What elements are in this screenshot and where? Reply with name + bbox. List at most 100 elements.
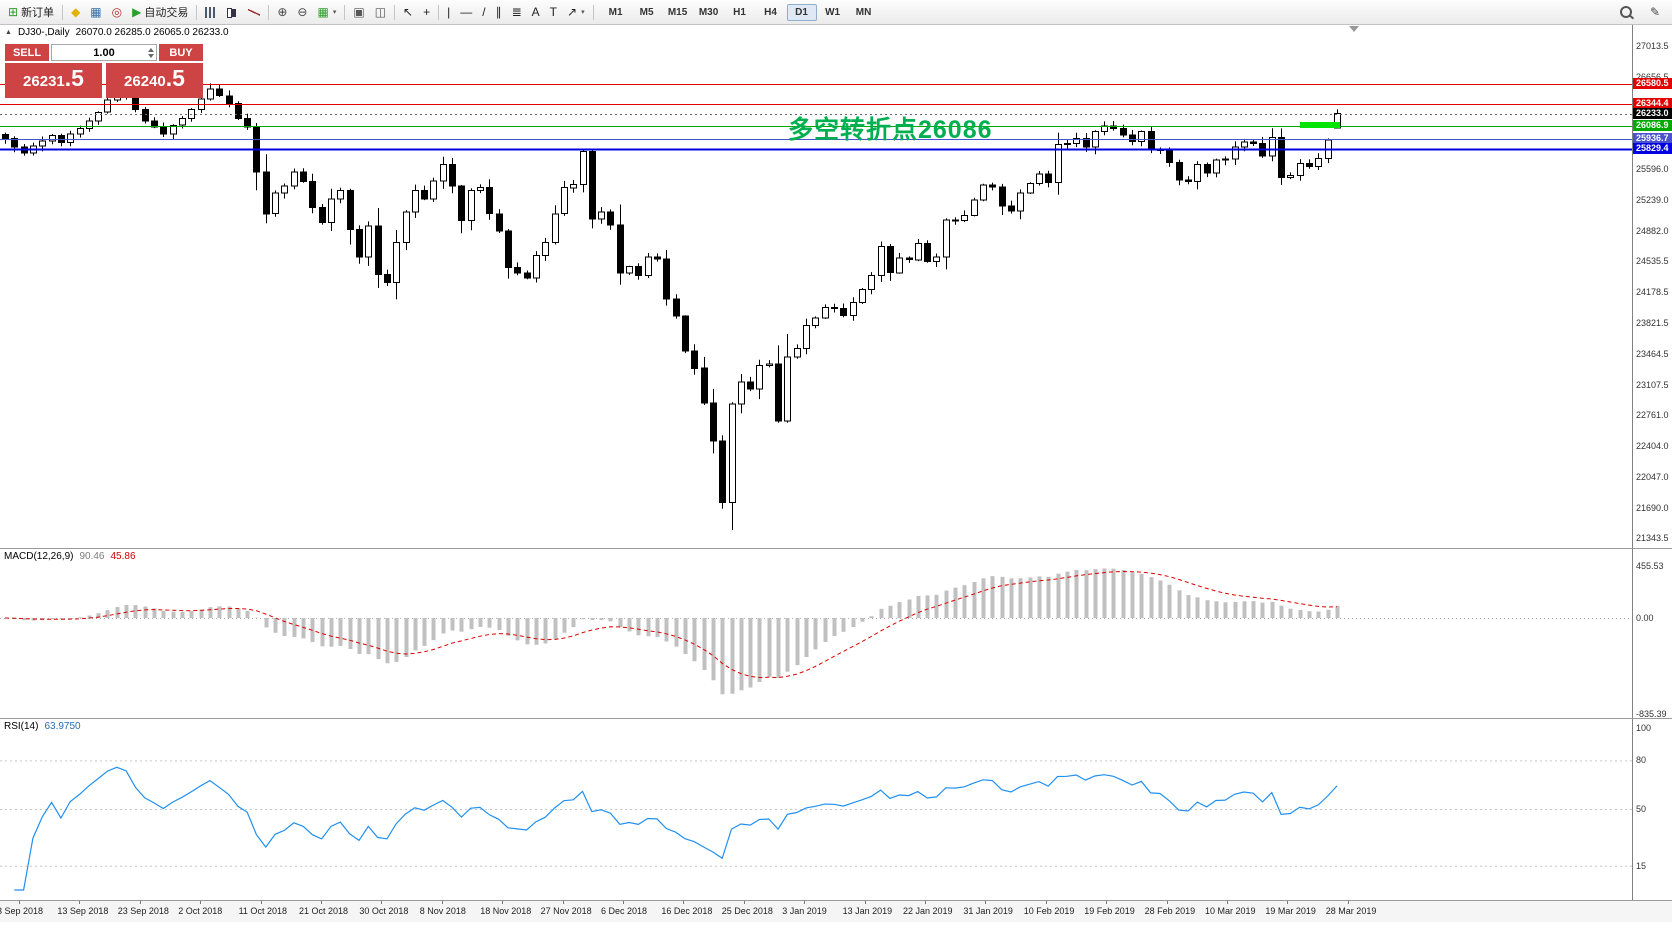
date-label: 18 Nov 2018 xyxy=(480,906,532,916)
navigator-icon: ◎ xyxy=(111,5,123,19)
price-chart[interactable] xyxy=(0,24,1632,548)
line-chart-button[interactable] xyxy=(243,2,265,23)
rsi-name: RSI(14) xyxy=(4,721,39,732)
pane-separator[interactable] xyxy=(0,548,1672,549)
cascade-windows-button[interactable]: ◫ xyxy=(370,2,391,23)
time-tick xyxy=(200,900,202,904)
timeframe-button-M30[interactable]: M30 xyxy=(698,6,719,18)
crosshair-button[interactable]: + xyxy=(418,2,435,23)
data-window-button[interactable]: ▦ xyxy=(85,2,106,23)
price-axis-label: 22404.0 xyxy=(1636,440,1669,451)
time-tick xyxy=(1347,900,1349,904)
price-axis[interactable]: 27013.5 26656.5 25596.0 25239.0 24882.0 24535… xyxy=(1632,24,1672,900)
fibonacci-icon: ≣ xyxy=(511,5,522,19)
date-label: 3 Jan 2019 xyxy=(782,906,827,916)
time-axis[interactable]: 3 Sep 2018 13 Sep 2018 23 Sep 2018 2 Oct 20… xyxy=(0,900,1672,922)
buy-price-button[interactable]: 26240.5 xyxy=(106,63,203,98)
dropdown-caret-icon: ▾ xyxy=(581,9,585,16)
time-tick xyxy=(139,900,141,904)
date-label: 3 Sep 2018 xyxy=(0,906,44,916)
bar-chart-button[interactable] xyxy=(200,2,221,23)
candlestick-chart-button[interactable] xyxy=(221,2,243,23)
navigator-button[interactable]: ◎ xyxy=(107,2,127,23)
macd-panel[interactable] xyxy=(0,548,1632,718)
toolbar-separator xyxy=(592,4,594,20)
volume-input[interactable]: 1.00 xyxy=(51,44,157,61)
trendline-button[interactable]: / xyxy=(477,2,490,23)
sell-price-button[interactable]: 26231.5 xyxy=(5,63,102,98)
time-tick xyxy=(1166,900,1168,904)
price-axis-label: 26656.5 xyxy=(1636,72,1669,82)
indicators-button[interactable]: ▦ ▾ xyxy=(312,2,341,23)
volume-decrease-button[interactable] xyxy=(148,53,154,58)
horizontal-line-button[interactable]: — xyxy=(455,2,477,23)
arrows-button[interactable]: ↗ ▾ xyxy=(562,2,590,23)
macd-main-value: 90.46 xyxy=(79,551,105,562)
volume-stepper xyxy=(148,45,154,60)
cursor-button[interactable]: ↖ xyxy=(398,2,418,23)
time-tick xyxy=(1227,900,1228,904)
date-label: 19 Feb 2019 xyxy=(1084,906,1135,916)
vertical-line-button[interactable]: | xyxy=(442,2,455,23)
new-order-icon: ⊞ xyxy=(8,5,19,19)
timeframe-button-M1[interactable]: M1 xyxy=(608,6,623,18)
time-tick xyxy=(683,900,685,904)
timeframe-button-MN[interactable]: MN xyxy=(855,6,872,18)
timeframe-button-D1[interactable]: D1 xyxy=(786,3,817,21)
time-tick xyxy=(1287,900,1289,904)
date-label: 31 Jan 2019 xyxy=(963,906,1013,916)
rsi-panel[interactable] xyxy=(0,718,1632,900)
indicator-axis-label: -835.39 xyxy=(1636,709,1667,720)
timeframe-button-H4[interactable]: H4 xyxy=(764,6,777,18)
date-label: 27 Nov 2018 xyxy=(540,906,592,916)
timeframe-button-M15[interactable]: M15 xyxy=(667,6,688,18)
macd-indicator-label: MACD(12,26,9) 90.46 45.86 xyxy=(4,551,136,562)
market-watch-button[interactable]: ◆ xyxy=(66,2,85,23)
collapse-chart-icon[interactable]: ▲ xyxy=(5,29,12,36)
timeframe-button-W1[interactable]: W1 xyxy=(825,6,841,18)
time-tick xyxy=(19,900,20,904)
price-axis-label: 25239.0 xyxy=(1636,194,1669,205)
date-label: 30 Oct 2018 xyxy=(359,906,409,916)
time-tick xyxy=(79,900,81,904)
time-tick xyxy=(804,900,806,904)
time-tick xyxy=(562,900,564,904)
autotrading-button[interactable]: ▶ 自动交易 xyxy=(127,2,193,23)
zoom-out-button[interactable]: ⊖ xyxy=(292,2,312,23)
date-label: 25 Dec 2018 xyxy=(721,906,773,916)
text-button[interactable]: A xyxy=(527,2,545,23)
indicator-axis-label: 100 xyxy=(1636,723,1652,733)
search-button[interactable] xyxy=(1615,2,1637,23)
time-tick xyxy=(623,900,624,904)
chart-annotation[interactable]: 多空转折点26086 xyxy=(788,116,993,144)
time-tick xyxy=(985,900,987,904)
date-label: 28 Feb 2019 xyxy=(1144,906,1196,916)
one-click-trading-panel: SELL 1.00 BUY 26231.5 26240.5 xyxy=(5,44,203,98)
toolbar: ⊞ 新订单 ◆ ▦ ◎ ▶ 自动交易 ⊕ ⊖ ▦ ▾ ▣ ◫ ↖ + | — / ∥ ≣ A T ↗ ▾ M1 M5 M15 M30… xyxy=(0,0,1672,25)
new-order-button[interactable]: ⊞ 新订单 xyxy=(3,2,59,23)
label-button[interactable]: T xyxy=(545,2,562,23)
ohlc-label: 26070.0 26285.0 26065.0 26233.0 xyxy=(75,27,229,38)
timeframe-button-M5[interactable]: M5 xyxy=(639,6,654,18)
macd-signal-value: 45.86 xyxy=(110,551,136,562)
sell-button[interactable]: SELL xyxy=(5,44,49,61)
highlight-line-segment[interactable] xyxy=(1300,122,1340,129)
tile-windows-button[interactable]: ▣ xyxy=(348,2,369,23)
pane-separator xyxy=(0,900,1672,901)
date-label: 28 Mar 2019 xyxy=(1325,906,1377,916)
volume-increase-button[interactable] xyxy=(148,47,154,52)
indicators-icon: ▦ xyxy=(317,5,329,19)
buy-button[interactable]: BUY xyxy=(159,44,203,61)
price-tag: 26086.9 xyxy=(1633,120,1672,132)
time-tick xyxy=(441,900,443,904)
date-label: 16 Dec 2018 xyxy=(661,906,713,916)
timeframe-button-H1[interactable]: H1 xyxy=(733,6,746,18)
channel-button[interactable]: ∥ xyxy=(491,2,507,23)
price-axis-label: 25596.0 xyxy=(1636,164,1669,174)
fibonacci-button[interactable]: ≣ xyxy=(507,2,527,23)
time-tick xyxy=(864,900,866,904)
pane-separator[interactable] xyxy=(0,718,1672,719)
zoom-in-button[interactable]: ⊕ xyxy=(272,2,292,23)
text-icon: A xyxy=(531,5,540,19)
edit-button[interactable]: ✎ xyxy=(1645,2,1665,23)
